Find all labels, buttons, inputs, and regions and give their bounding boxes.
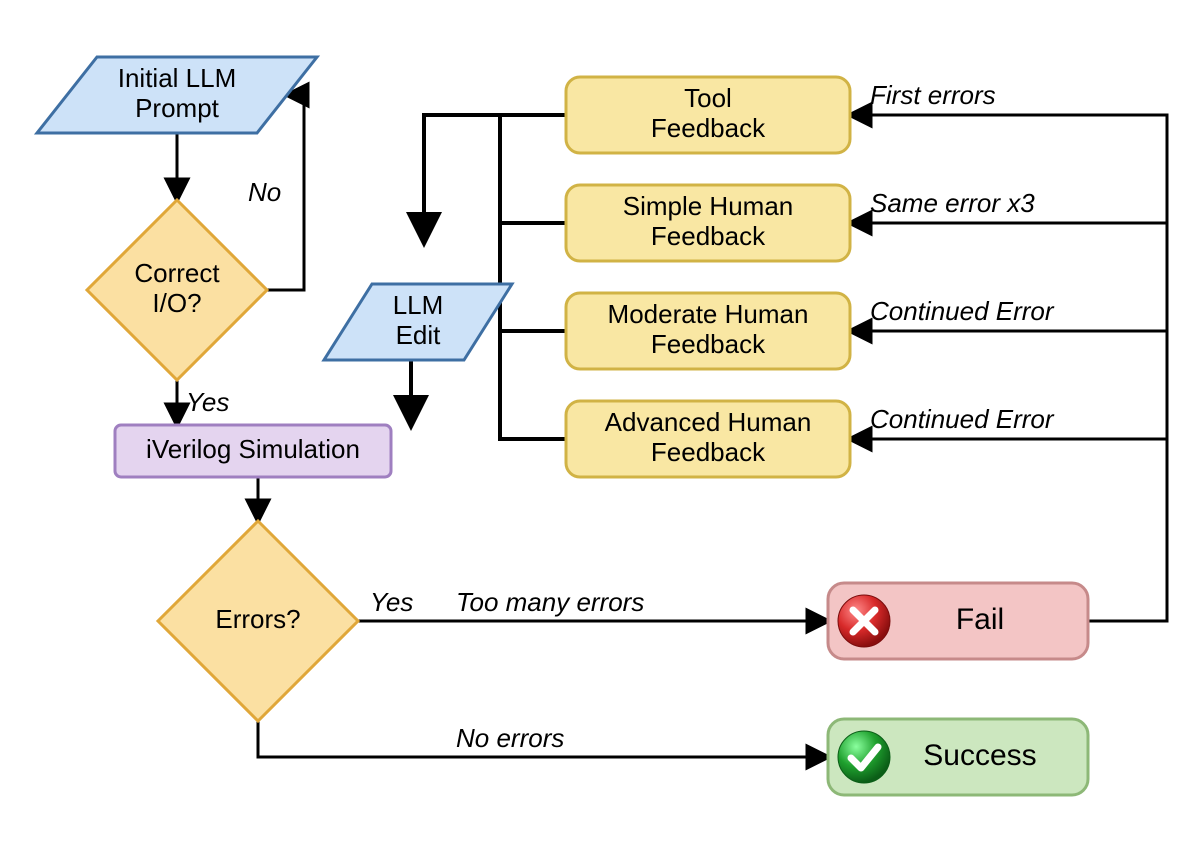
node-text: Moderate Human [608,299,809,329]
node-text: LLM [393,290,444,320]
edge-no_errors: No errors [258,721,828,757]
success-icon [838,731,890,783]
node-text: Correct [134,258,220,288]
node-text: Simple Human [623,191,794,221]
terminal-label: Success [923,739,1036,772]
flowchart: No Yes Yes First errors Same error x3 Continu… [0,0,1200,841]
edge-bus_advanced: Continued Error [850,404,1167,439]
node-text: Errors? [215,604,300,634]
node-text: Prompt [135,93,220,123]
edge-fb_advanced_out [500,115,566,439]
edge-label: Continued Error [870,296,1055,326]
node-text: Feedback [651,329,766,359]
node-text: Advanced Human [605,407,812,437]
terminal-label: Fail [956,603,1004,636]
edge-bus_moderate: Continued Error [850,296,1167,331]
edge-label: Continued Error [870,404,1055,434]
node-text: iVerilog Simulation [146,434,360,464]
node-correct_io: CorrectI/O? [87,200,267,380]
edge-label: First errors [870,80,996,110]
edge-label: Yes [186,387,229,417]
edge-label: Yes [370,587,413,617]
edge-label: No [248,177,281,207]
node-text: Feedback [651,437,766,467]
node-fb_moderate: Moderate HumanFeedback [566,293,850,369]
node-text: Tool [684,83,732,113]
node-text: Edit [396,320,442,350]
edge-label: Too many errors [456,587,644,617]
edge-fb_simple_out [500,115,566,223]
node-fb_tool: ToolFeedback [566,77,850,153]
node-fb_simple: Simple HumanFeedback [566,185,850,261]
node-llm_edit: LLMEdit [324,284,512,360]
node-text: Feedback [651,113,766,143]
node-success: Success [828,719,1088,795]
node-text: I/O? [152,288,201,318]
node-errors: Errors? [158,521,358,721]
node-fb_advanced: Advanced HumanFeedback [566,401,850,477]
edge-label: Same error x3 [870,188,1035,218]
edge-bus_simple: Same error x3 [850,188,1167,223]
edge-io_yes: Yes [177,380,229,425]
edge-label: No errors [456,723,564,753]
node-fail: Fail [828,583,1088,659]
node-text: Feedback [651,221,766,251]
node-initial_prompt: Initial LLMPrompt [37,57,317,133]
node-iverilog: iVerilog Simulation [115,425,391,477]
edge-too_many: Too many errors [456,587,828,621]
node-text: Initial LLM [118,63,237,93]
